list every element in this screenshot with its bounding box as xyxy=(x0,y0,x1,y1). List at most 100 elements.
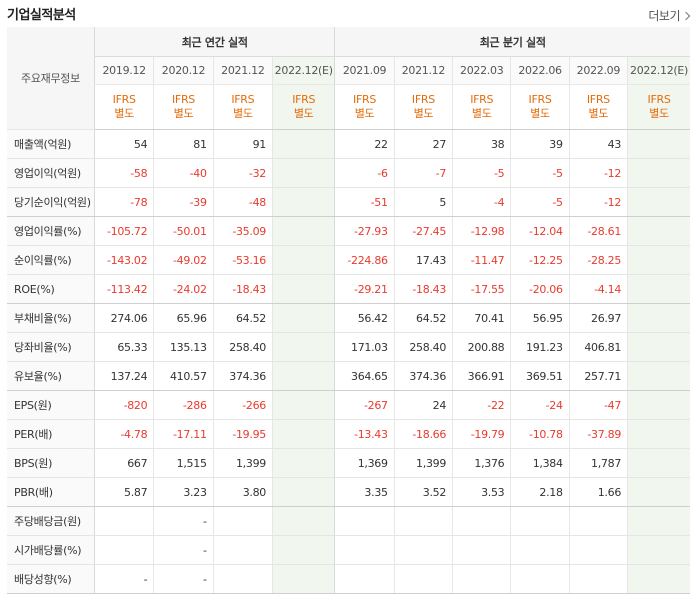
value-cell: -28.25 xyxy=(568,245,628,275)
value-cell xyxy=(510,506,570,536)
ifrs-basis-header: IFRS 별도 xyxy=(153,84,214,130)
row-label: 부채비율(%) xyxy=(7,303,95,333)
row-label: 당기순이익(억원) xyxy=(7,187,95,217)
period-header: 2022.06 xyxy=(510,56,570,85)
ifrs-basis-header: IFRS 별도 xyxy=(452,84,511,130)
value-cell: -18.43 xyxy=(212,274,273,304)
value-cell: -27.45 xyxy=(393,216,453,246)
value-cell xyxy=(627,361,690,391)
period-header-row: 2019.12 2020.12 2021.12 2022.12(E) 2021.09 20… xyxy=(7,56,690,85)
value-cell: -286 xyxy=(153,390,214,420)
value-cell: -53.16 xyxy=(212,245,273,275)
value-cell xyxy=(627,506,690,536)
value-cell: -12.04 xyxy=(510,216,570,246)
value-cell xyxy=(271,303,335,333)
ifrs-basis-header: IFRS 별도 xyxy=(393,84,453,130)
ifrs-label: IFRS xyxy=(353,93,377,106)
basis-label: 별도 xyxy=(114,107,134,120)
value-cell xyxy=(271,419,335,449)
value-cell: -32 xyxy=(212,158,273,188)
value-cell xyxy=(334,506,395,536)
value-cell: 56.95 xyxy=(510,303,570,333)
period-header: 2022.12(E) xyxy=(627,56,690,85)
value-cell xyxy=(271,564,335,594)
value-cell: 191.23 xyxy=(510,332,570,362)
ifrs-label: IFRS xyxy=(292,93,316,106)
value-cell: -7 xyxy=(393,158,453,188)
value-cell: 70.41 xyxy=(452,303,511,333)
table-row: BPS(원) 667 1,515 1,399 1,369 1,399 1,376 1,384 1… xyxy=(7,448,690,478)
value-cell: 22 xyxy=(334,129,395,159)
value-cell: - xyxy=(153,535,214,565)
value-cell: -17.11 xyxy=(153,419,214,449)
chevron-right-icon xyxy=(681,11,691,21)
value-cell: 5.87 xyxy=(93,477,154,507)
value-cell: 3.52 xyxy=(393,477,453,507)
value-cell: -35.09 xyxy=(212,216,273,246)
value-cell xyxy=(212,564,273,594)
value-cell: -20.06 xyxy=(510,274,570,304)
value-cell: -6 xyxy=(334,158,395,188)
table-row: EPS(원) -820 -286 -266 -267 24 -22 -24 -47 xyxy=(7,390,690,420)
value-cell xyxy=(627,390,690,420)
value-cell: 3.53 xyxy=(452,477,511,507)
ifrs-label: IFRS xyxy=(231,93,255,106)
period-header: 2021.12 xyxy=(393,56,453,85)
value-cell: 3.35 xyxy=(334,477,395,507)
row-label: ROE(%) xyxy=(7,274,95,304)
value-cell xyxy=(271,216,335,246)
table-body: 매출액(억원) 54 81 91 22 27 38 39 43 영업이익(억원) -58 -40 -32… xyxy=(7,129,690,594)
value-cell: -19.79 xyxy=(452,419,511,449)
value-cell: 137.24 xyxy=(93,361,154,391)
value-cell: 366.91 xyxy=(452,361,511,391)
value-cell: -113.42 xyxy=(93,274,154,304)
value-cell: -13.43 xyxy=(334,419,395,449)
value-cell xyxy=(627,448,690,478)
value-cell xyxy=(627,187,690,217)
ifrs-basis-header: IFRS 별도 xyxy=(627,84,690,130)
value-cell: -50.01 xyxy=(153,216,214,246)
value-cell: 65.33 xyxy=(93,332,154,362)
table-row: ROE(%) -113.42 -24.02 -18.43 -29.21 -18.43 -17… xyxy=(7,274,690,304)
value-cell xyxy=(271,332,335,362)
value-cell xyxy=(627,332,690,362)
value-cell xyxy=(212,535,273,565)
value-cell: 1,399 xyxy=(393,448,453,478)
value-cell: -17.55 xyxy=(452,274,511,304)
value-cell: 54 xyxy=(93,129,154,159)
value-cell: 91 xyxy=(212,129,273,159)
more-link[interactable]: 더보기 xyxy=(648,7,691,24)
table-row: 당기순이익(억원) -78 -39 -48 -51 5 -4 -5 -12 xyxy=(7,187,690,217)
value-cell: -18.66 xyxy=(393,419,453,449)
value-cell: 374.36 xyxy=(393,361,453,391)
value-cell: 81 xyxy=(153,129,214,159)
row-label: 당좌비율(%) xyxy=(7,332,95,362)
row-label: EPS(원) xyxy=(7,390,95,420)
value-cell xyxy=(568,564,628,594)
row-label: 영업이익률(%) xyxy=(7,216,95,246)
basis-label: 별도 xyxy=(293,107,314,120)
value-cell: 43 xyxy=(568,129,628,159)
period-header: 2021.09 xyxy=(334,56,395,85)
period-header: 2022.03 xyxy=(452,56,511,85)
value-cell xyxy=(627,535,690,565)
value-cell: -10.78 xyxy=(510,419,570,449)
table-row: PBR(배) 5.87 3.23 3.80 3.35 3.52 3.53 2.18 1.66 xyxy=(7,477,690,507)
ifrs-basis-header: IFRS 별도 xyxy=(212,84,273,130)
table-row: PER(배) -4.78 -17.11 -19.95 -13.43 -18.66 -19.7… xyxy=(7,419,690,449)
value-cell: 1.66 xyxy=(568,477,628,507)
row-label: 배당성향(%) xyxy=(7,564,95,594)
value-cell: -48 xyxy=(212,187,273,217)
value-cell xyxy=(212,506,273,536)
value-cell xyxy=(627,419,690,449)
value-cell xyxy=(568,535,628,565)
basis-label: 별도 xyxy=(173,107,194,120)
value-cell: 257.71 xyxy=(568,361,628,391)
value-cell xyxy=(627,564,690,594)
ifrs-basis-header: IFRS 별도 xyxy=(271,84,335,130)
value-cell: 258.40 xyxy=(393,332,453,362)
value-cell xyxy=(393,535,453,565)
ifrs-basis-header: IFRS 별도 xyxy=(334,84,395,130)
value-cell: 3.80 xyxy=(212,477,273,507)
table-row: 영업이익률(%) -105.72 -50.01 -35.09 -27.93 -27.45-… xyxy=(7,216,690,246)
